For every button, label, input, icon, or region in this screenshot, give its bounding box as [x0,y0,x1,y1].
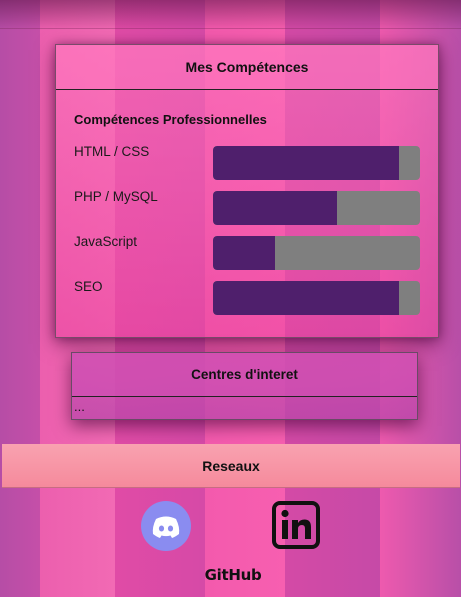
skill-label: HTML / CSS [74,144,150,159]
skill-progress-fill [213,146,400,180]
skill-row: PHP / MySQL [74,189,420,225]
skill-progress-fill [213,236,276,270]
skills-title: Mes Compétences [56,45,438,90]
skills-subtitle: Compétences Professionnelles [74,112,267,127]
interests-content: ... [74,399,85,414]
top-divider [0,28,461,29]
skill-row: HTML / CSS [74,144,420,180]
skill-row: SEO [74,279,420,315]
interests-card: Centres d'interet ... [71,352,418,420]
skill-label: PHP / MySQL [74,189,158,204]
skill-label: JavaScript [74,234,138,249]
networks-title: Reseaux [2,444,460,488]
top-shadow [0,0,461,30]
skills-card: Mes Compétences Compétences Professionne… [55,44,439,338]
skill-progress-fill [213,191,338,225]
skill-label: SEO [74,279,103,294]
skill-progress-fill [213,281,400,315]
linkedin-icon[interactable] [272,501,320,549]
github-link[interactable]: GitHub [204,566,262,584]
background-ray [0,0,40,597]
skill-progress-bar [213,236,420,270]
skill-progress-bar [213,191,420,225]
interests-title: Centres d'interet [72,353,417,397]
discord-icon[interactable] [141,501,191,551]
skill-row: JavaScript [74,234,420,270]
skill-progress-bar [213,281,420,315]
skill-progress-bar [213,146,420,180]
